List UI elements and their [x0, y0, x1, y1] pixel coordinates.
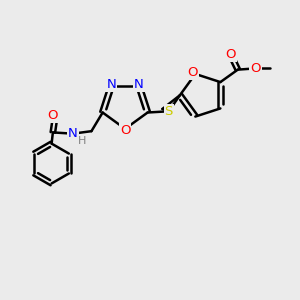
Text: O: O [120, 124, 130, 136]
Text: N: N [134, 78, 144, 91]
Text: O: O [225, 48, 236, 61]
Text: O: O [250, 62, 260, 75]
Text: N: N [68, 127, 78, 140]
Text: O: O [48, 109, 58, 122]
Text: O: O [188, 66, 198, 79]
Text: S: S [165, 105, 173, 118]
Text: N: N [106, 78, 116, 91]
Text: H: H [78, 136, 86, 146]
